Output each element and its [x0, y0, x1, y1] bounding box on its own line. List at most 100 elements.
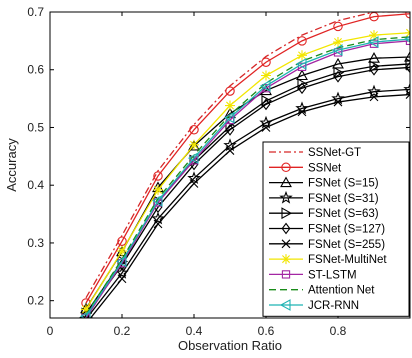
series-ssnet [81, 12, 410, 308]
data-point [261, 70, 271, 81]
data-point [115, 255, 127, 268]
data-point [261, 57, 271, 67]
series-line [86, 88, 410, 318]
legend-swatch-marker [279, 190, 293, 204]
legend-label: FSNet (S=255) [308, 239, 385, 251]
x-tick-label: 0 [47, 324, 54, 338]
legend-item: FSNet (S=127) [269, 222, 385, 236]
data-point [79, 310, 91, 318]
data-point [333, 70, 343, 83]
data-point [403, 82, 410, 96]
data-point [296, 69, 308, 81]
data-point [333, 66, 345, 79]
data-point [223, 111, 235, 124]
legend: SSNet-GT SSNet FSNet (S=15) FSNet (S=31) FSN… [262, 141, 410, 317]
series-line [85, 32, 410, 310]
series-line [85, 66, 410, 316]
legend-item: SSNet-GT [269, 147, 361, 159]
x-tick-label: 0.2 [114, 324, 131, 338]
data-point [153, 184, 163, 195]
data-point [369, 92, 379, 102]
legend-item: Attention Net [269, 285, 375, 297]
data-point [333, 37, 343, 48]
y-tick-label: 0.4 [27, 178, 44, 192]
legend-label: FSNet (S=63) [308, 208, 379, 220]
data-point [295, 58, 307, 70]
data-point [223, 138, 237, 152]
legend-label: FSNet (S=31) [308, 193, 379, 205]
series-ssnet-gt [85, 12, 410, 299]
data-point [295, 101, 309, 115]
series-line [85, 12, 410, 299]
series-line [85, 13, 410, 304]
data-point [151, 211, 165, 225]
series-attention-net [85, 36, 410, 315]
legend-label: Attention Net [308, 285, 375, 297]
legend-item: FSNet-MultiNet [269, 254, 387, 266]
legend-swatch-marker [281, 162, 291, 173]
data-point [297, 36, 307, 46]
data-point [151, 194, 163, 207]
y-tick-label: 0.5 [27, 120, 44, 134]
legend-swatch-marker [281, 207, 293, 220]
legend-swatch-marker [280, 176, 292, 188]
legend-item: JCR-RNN [269, 299, 359, 312]
x-tick-label: 0.6 [258, 324, 275, 338]
series-line [85, 40, 410, 318]
data-point [225, 100, 235, 111]
data-point [405, 27, 410, 38]
data-point [189, 139, 199, 150]
data-point [333, 21, 343, 32]
y-axis-label: Accuracy [4, 138, 19, 192]
data-point [331, 91, 345, 105]
data-point [405, 61, 410, 74]
x-axis-label: Observation Ratio [178, 338, 282, 353]
data-point [261, 123, 271, 132]
data-point [117, 236, 127, 246]
data-point [261, 98, 271, 111]
y-tick-label: 0.2 [27, 294, 44, 308]
legend-swatch-marker [281, 270, 291, 279]
data-point [117, 274, 127, 284]
data-point [153, 219, 163, 229]
series-line [85, 38, 410, 317]
legend-label: SSNet-GT [308, 147, 361, 159]
data-point [153, 171, 163, 181]
y-tick-label: 0.6 [27, 63, 44, 77]
legend-item: SSNet [269, 162, 342, 174]
legend-label: SSNet [308, 162, 342, 174]
x-tick-label: 0.8 [330, 324, 347, 338]
series-line [85, 36, 410, 315]
y-tick-label: 0.3 [27, 236, 44, 250]
data-point [333, 97, 343, 107]
data-point [188, 139, 200, 151]
y-tick-label: 0.7 [27, 5, 44, 19]
data-point [187, 152, 199, 165]
data-point [81, 304, 91, 315]
data-point [82, 320, 90, 328]
data-point [225, 146, 235, 155]
legend-item: FSNet (S=31) [269, 190, 379, 205]
legend-item: FSNet (S=63) [269, 207, 379, 220]
legend-label: FSNet (S=127) [308, 224, 385, 236]
data-point [405, 58, 410, 70]
data-point [259, 79, 271, 92]
legend-label: JCR-RNN [308, 300, 359, 312]
legend-label: FSNet (S=15) [308, 178, 379, 190]
data-point [261, 94, 273, 107]
series-fsnet-multinet [81, 27, 410, 315]
data-point [368, 52, 380, 63]
legend-item: FSNet (S=255) [269, 239, 385, 251]
legend-item: ST-LSTM [269, 269, 357, 281]
data-point [297, 107, 307, 117]
plot-frame [49, 11, 411, 319]
series-lines [79, 12, 410, 328]
data-point [297, 50, 307, 61]
data-point [405, 90, 410, 99]
x-tick-label: 0.4 [186, 324, 203, 338]
legend-swatch-marker [281, 222, 291, 235]
data-point [332, 57, 344, 69]
data-point [404, 50, 410, 62]
data-point [259, 115, 273, 129]
